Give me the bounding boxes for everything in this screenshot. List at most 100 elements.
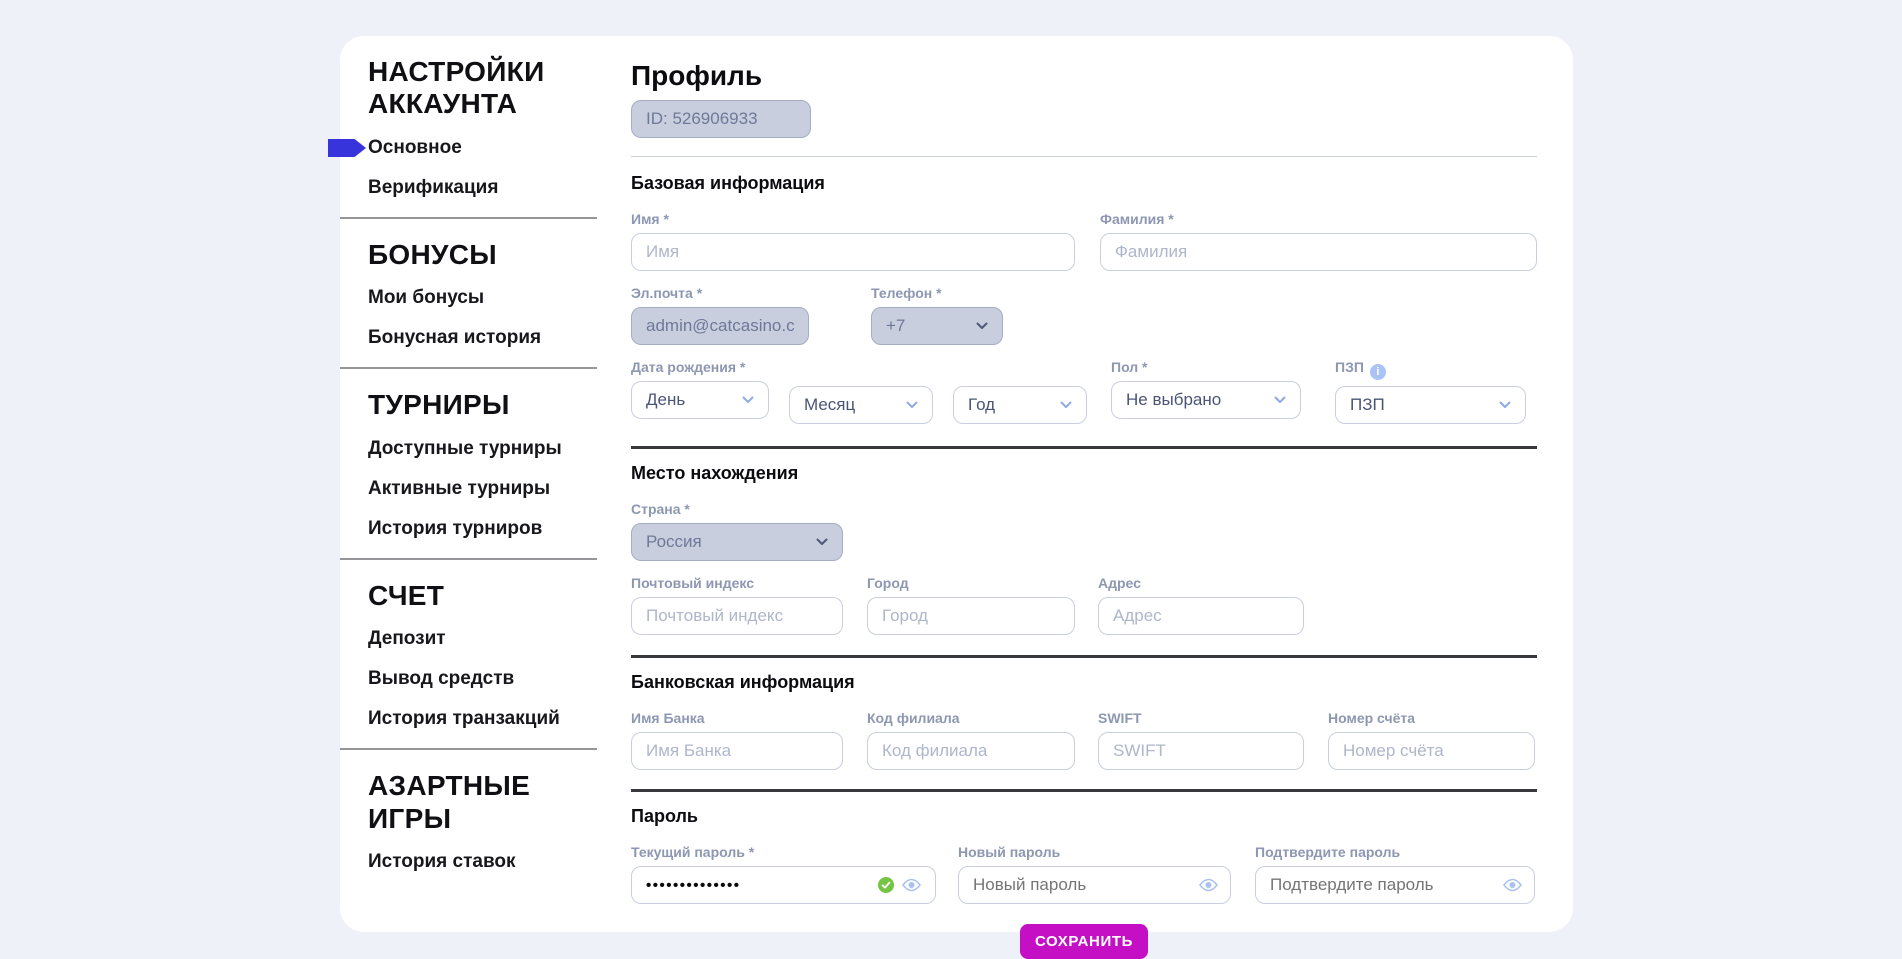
swift-input[interactable] <box>1098 732 1304 770</box>
sidebar-item-label: Основное <box>368 136 462 158</box>
sidebar-item-tournament-history[interactable]: История турниров <box>340 518 597 540</box>
eye-icon[interactable] <box>1503 878 1522 892</box>
active-item-arrow-icon <box>328 138 366 157</box>
sidebar-item-label: История ставок <box>368 851 516 873</box>
sidebar-item-active-tournaments[interactable]: Активные турниры <box>340 478 597 500</box>
phone-code-select: +7 <box>871 307 1003 345</box>
sidebar-item-label: Депозит <box>368 628 446 650</box>
birth-month-select[interactable]: Месяц <box>789 386 933 424</box>
check-circle-icon <box>878 877 894 893</box>
sidebar-item-available-tournaments[interactable]: Доступные турниры <box>340 438 597 460</box>
pzp-value: ПЗП <box>1350 395 1385 414</box>
sidebar-item-bonus-history[interactable]: Бонусная история <box>340 327 597 349</box>
bank-name-label: Имя Банка <box>631 710 705 726</box>
chevron-down-icon <box>742 396 754 404</box>
birth-date-label: Дата рождения * <box>631 359 746 375</box>
sidebar-item-label: История транзакций <box>368 708 560 730</box>
sidebar: НАСТРОЙКИ АККАУНТА Основное Верификация … <box>328 56 597 891</box>
email-field <box>631 307 809 345</box>
sidebar-item-label: Вывод средств <box>368 668 515 690</box>
sidebar-group-title-tournaments: ТУРНИРЫ <box>368 389 510 421</box>
sidebar-item-deposit[interactable]: Депозит <box>340 628 597 650</box>
new-password-label: Новый пароль <box>958 844 1061 860</box>
current-password-field[interactable]: •••••••••••••• <box>631 866 936 904</box>
sidebar-group-title-bonuses: БОНУСЫ <box>368 238 497 270</box>
swift-label: SWIFT <box>1098 710 1142 726</box>
sidebar-item-label: Доступные турниры <box>368 437 562 459</box>
email-label: Эл.почта * <box>631 285 703 301</box>
section-divider <box>631 789 1537 792</box>
chevron-down-icon <box>1060 401 1072 409</box>
sidebar-item-verification[interactable]: Верификация <box>340 177 597 199</box>
new-password-field[interactable] <box>958 866 1231 904</box>
branch-code-label: Код филиала <box>867 710 960 726</box>
section-divider <box>631 655 1537 658</box>
current-password-value: •••••••••••••• <box>646 876 741 894</box>
last-name-label: Фамилия * <box>1100 211 1174 227</box>
section-title-password: Пароль <box>631 806 698 826</box>
city-input[interactable] <box>867 597 1075 635</box>
section-title-basic-info: Базовая информация <box>631 173 825 193</box>
last-name-input[interactable] <box>1100 233 1537 271</box>
sidebar-item-my-bonuses[interactable]: Мои бонусы <box>340 287 597 309</box>
section-divider <box>631 156 1537 157</box>
sidebar-divider <box>340 748 597 751</box>
section-divider <box>631 446 1537 449</box>
pzp-select[interactable]: ПЗП <box>1335 386 1526 424</box>
phone-label: Телефон * <box>871 285 942 301</box>
eye-icon[interactable] <box>902 878 921 892</box>
pzp-label: ПЗП i <box>1335 359 1526 380</box>
postal-code-input[interactable] <box>631 597 843 635</box>
branch-code-input[interactable] <box>867 732 1075 770</box>
chevron-down-icon <box>976 322 988 330</box>
chevron-down-icon <box>1499 401 1511 409</box>
sidebar-item-main[interactable]: Основное <box>328 136 597 159</box>
birth-year-value: Год <box>968 395 996 414</box>
gender-select[interactable]: Не выбрано <box>1111 381 1301 419</box>
account-number-input[interactable] <box>1328 732 1535 770</box>
sidebar-divider <box>340 216 597 219</box>
sidebar-divider <box>340 367 597 370</box>
account-number-label: Номер счёта <box>1328 710 1416 726</box>
sidebar-item-label: Активные турниры <box>368 477 551 499</box>
sidebar-item-withdrawal[interactable]: Вывод средств <box>340 668 597 690</box>
birth-day-select[interactable]: День <box>631 381 769 419</box>
save-button[interactable]: СОХРАНИТЬ <box>1020 924 1148 959</box>
country-label: Страна * <box>631 501 690 517</box>
info-icon[interactable]: i <box>1369 364 1386 380</box>
current-password-label: Текущий пароль * <box>631 844 755 860</box>
confirm-password-label: Подтвердите пароль <box>1255 844 1401 860</box>
section-title-bank-info: Банковская информация <box>631 672 855 692</box>
address-input[interactable] <box>1098 597 1304 635</box>
first-name-label: Имя * <box>631 211 669 227</box>
player-id-field <box>631 100 811 138</box>
new-password-input[interactable] <box>973 875 1191 895</box>
sidebar-item-label: История турниров <box>368 517 543 539</box>
section-title-location: Место нахождения <box>631 463 799 483</box>
chevron-down-icon <box>906 401 918 409</box>
chevron-down-icon <box>1274 396 1286 404</box>
sidebar-item-label: Мои бонусы <box>368 287 485 309</box>
gender-label: Пол * <box>1111 359 1148 375</box>
address-label: Адрес <box>1098 575 1141 591</box>
birth-month-value: Месяц <box>804 395 856 414</box>
city-label: Город <box>867 575 909 591</box>
confirm-password-field[interactable] <box>1255 866 1535 904</box>
page-title: Профиль <box>631 60 763 91</box>
gender-value: Не выбрано <box>1126 390 1222 409</box>
sidebar-item-label: Верификация <box>368 176 499 198</box>
sidebar-item-label: Бонусная история <box>368 327 542 349</box>
sidebar-group-title-account-settings: НАСТРОЙКИ АККАУНТА <box>368 56 545 120</box>
sidebar-item-bet-history[interactable]: История ставок <box>340 851 597 873</box>
confirm-password-input[interactable] <box>1270 875 1495 895</box>
eye-icon[interactable] <box>1199 878 1218 892</box>
country-value: Россия <box>646 532 702 551</box>
chevron-down-icon <box>816 538 828 546</box>
postal-code-label: Почтовый индекс <box>631 575 755 591</box>
sidebar-item-transaction-history[interactable]: История транзакций <box>340 708 597 730</box>
sidebar-group-title-gambling: АЗАРТНЫЕ ИГРЫ <box>368 770 531 834</box>
first-name-input[interactable] <box>631 233 1075 271</box>
birth-year-select[interactable]: Год <box>953 386 1087 424</box>
phone-code-value: +7 <box>886 316 906 335</box>
bank-name-input[interactable] <box>631 732 843 770</box>
